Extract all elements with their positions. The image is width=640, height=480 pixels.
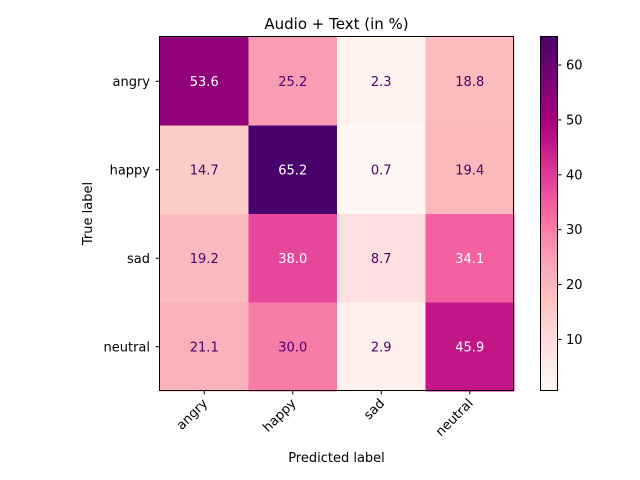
y-axis-ticks: angry happy sad neutral [104, 75, 160, 355]
cell-value-label: 19.2 [190, 252, 219, 267]
heatmap-cell [337, 214, 426, 303]
cell-value-label: 34.1 [455, 252, 484, 267]
colorbar-tick-label: 30 [566, 223, 583, 238]
heatmap-cell [248, 214, 338, 303]
x-tick-label: neutral [433, 396, 476, 439]
cell-value-label: 38.0 [278, 252, 307, 267]
heatmap-cell [425, 37, 515, 126]
x-axis-label: Predicted label [288, 451, 385, 466]
heatmap-cell [160, 125, 249, 215]
heatmap-cell-labels: 53.6 25.2 2.3 18.8 14.7 65.2 0.7 19.4 19.2 38.0 8.… [190, 75, 484, 356]
heatmap-cell [337, 302, 426, 392]
heatmap-cell [160, 214, 249, 303]
cell-value-label: 8.7 [371, 252, 392, 267]
cell-value-label: 30.0 [278, 340, 307, 355]
cell-value-label: 2.3 [371, 75, 392, 90]
plot-frame [159, 36, 514, 391]
heatmap-cell [248, 302, 338, 392]
colorbar-ticks: 10 20 30 40 50 60 [557, 59, 583, 348]
colorbar-tick-label: 10 [566, 333, 583, 348]
x-tick-label: sad [361, 396, 388, 423]
cell-value-label: 2.9 [371, 340, 392, 355]
x-axis-ticks: angry happy sad neutral [174, 390, 477, 440]
x-tick-label: angry [174, 396, 211, 433]
cell-value-label: 18.8 [455, 75, 484, 90]
heatmap-cell [160, 37, 249, 126]
cell-value-label: 14.7 [190, 163, 219, 178]
chart-title: Audio + Text (in %) [264, 15, 408, 33]
heatmap-cell [425, 302, 515, 392]
colorbar-tick-label: 50 [566, 113, 583, 128]
heatmap-cell [425, 125, 515, 215]
colorbar-frame [540, 36, 558, 391]
cell-value-label: 19.4 [455, 163, 484, 178]
cell-value-label: 45.9 [455, 340, 484, 355]
heatmap-cell [160, 302, 249, 392]
heatmap-cell [425, 214, 515, 303]
y-tick-label: sad [127, 252, 150, 267]
y-tick-label: neutral [104, 340, 151, 355]
cell-value-label: 25.2 [278, 75, 307, 90]
heatmap-cell [248, 37, 338, 126]
x-tick-label: happy [260, 396, 299, 435]
y-tick-label: angry [113, 75, 151, 90]
heatmap-cell [248, 125, 338, 215]
cell-value-label: 53.6 [190, 75, 219, 90]
cell-value-label: 21.1 [190, 340, 219, 355]
y-axis-label: True label [81, 182, 96, 246]
colorbar-tick-label: 60 [566, 59, 583, 74]
heatmap-cell [337, 125, 426, 215]
colorbar-tick-label: 40 [566, 168, 583, 183]
colorbar [540, 36, 558, 391]
y-tick-label: happy [110, 163, 151, 178]
cell-value-label: 65.2 [278, 163, 307, 178]
heatmap-cell [337, 37, 426, 126]
cell-value-label: 0.7 [371, 163, 392, 178]
heatmap-cells [160, 37, 515, 392]
colorbar-tick-label: 20 [566, 278, 583, 293]
